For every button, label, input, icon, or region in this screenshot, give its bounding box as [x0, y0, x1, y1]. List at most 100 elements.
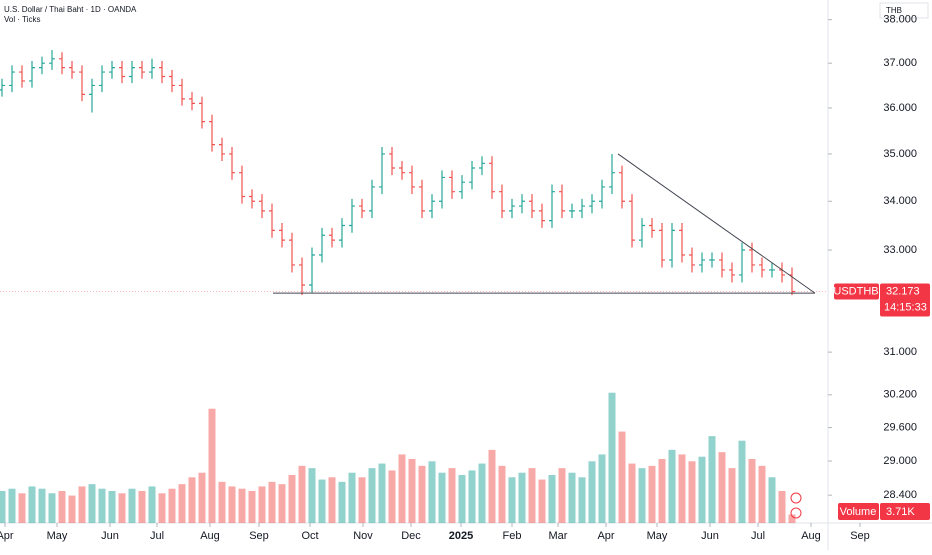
ohlc-bar [329, 227, 335, 248]
chart-title: U.S. Dollar / Thai Baht · 1D · OANDA [4, 5, 137, 14]
x-tick-label: Jun [701, 530, 719, 542]
volume-bar [168, 488, 176, 523]
x-tick-label: May [47, 530, 68, 542]
volume-bar [588, 461, 596, 523]
volume-bar [608, 392, 616, 523]
ohlc-bar [129, 60, 135, 84]
ohlc-bar [99, 65, 105, 93]
volume-bar [148, 486, 156, 523]
volume-bar [478, 463, 486, 523]
ohlc-bar [699, 252, 705, 273]
volume-bar [88, 484, 96, 523]
volume-bar [198, 472, 206, 523]
volume-bar [618, 431, 626, 523]
ohlc-bar [49, 50, 55, 70]
y-tick-label: 29.000 [883, 455, 917, 467]
y-tick-label: 36.000 [883, 102, 917, 114]
volume-bar [58, 491, 66, 523]
last-price-label: 32.173 [886, 285, 920, 297]
volume-bar [748, 459, 756, 523]
ohlc-bar [539, 203, 545, 228]
volume-bar [648, 465, 656, 523]
x-tick-label: Mar [549, 530, 568, 542]
ohlc-bar [349, 198, 355, 233]
y-tick-label: 28.400 [883, 489, 917, 501]
y-tick-label: 34.000 [883, 195, 917, 207]
volume-bar [678, 454, 686, 523]
trend-line [617, 153, 816, 294]
volume-bar [598, 454, 606, 523]
ohlc-bar [779, 262, 785, 283]
volume-bar [658, 459, 666, 523]
volume-bar [628, 463, 636, 523]
volume-bar [508, 477, 516, 523]
ohlc-bar [39, 56, 45, 75]
alert-icon[interactable] [790, 492, 802, 504]
volume-bar [418, 465, 426, 523]
ohlc-bar [599, 179, 605, 209]
ohlc-bar [29, 60, 35, 88]
volume-name: Volume [840, 506, 877, 518]
volume-bar [188, 477, 196, 523]
ohlc-bar [249, 189, 255, 209]
volume-bar [248, 491, 256, 523]
y-tick-label: 37.000 [883, 57, 917, 69]
volume-bar [728, 468, 736, 523]
ohlc-bar [179, 78, 185, 106]
volume-bar [178, 484, 186, 523]
events-icon[interactable] [790, 507, 802, 519]
volume-bar [398, 454, 406, 523]
ohlc-bar [419, 179, 425, 219]
ohlc-bar [589, 194, 595, 214]
volume-bar [218, 481, 226, 523]
ohlc-bar [399, 160, 405, 180]
volume-bar [358, 477, 366, 523]
ohlc-bar [159, 60, 165, 84]
x-tick-label: Feb [503, 530, 522, 542]
ohlc-bar [459, 175, 465, 199]
volume-name-box [838, 503, 879, 520]
x-tick-label: 2025 [449, 530, 473, 542]
ohlc-bar [229, 146, 235, 180]
volume-bar [538, 479, 546, 523]
ohlc-bar [619, 165, 625, 209]
ohlc-bar [219, 137, 225, 161]
ohlc-bar [9, 65, 15, 93]
volume-bar [348, 472, 356, 523]
volume-bar [258, 486, 266, 523]
volume-bar [548, 475, 556, 523]
volume-bar [768, 477, 776, 523]
volume-bar [208, 408, 216, 523]
volume-bar [98, 488, 106, 523]
ohlc-bar [59, 52, 65, 75]
ohlc-bar [149, 58, 155, 79]
ohlc-bar [669, 223, 675, 268]
ohlc-bar [769, 262, 775, 278]
volume-bar [758, 465, 766, 523]
volume-bar [288, 475, 296, 523]
ohlc-bar [89, 78, 95, 113]
volume-bar [368, 468, 376, 523]
x-tick-label: Nov [353, 530, 373, 542]
ohlc-bar [679, 223, 685, 263]
volume-bar [668, 449, 676, 523]
ohlc-bar [759, 257, 765, 278]
ohlc-bar [239, 165, 245, 204]
y-tick-label: 29.600 [883, 421, 917, 433]
volume-bar [558, 468, 566, 523]
ohlc-bar [489, 156, 495, 199]
x-tick-label: May [647, 530, 668, 542]
volume-bar [338, 481, 346, 523]
ohlc-bar [409, 165, 415, 195]
ohlc-bar [189, 92, 195, 111]
ohlc-bar [649, 218, 655, 238]
ohlc-bar [279, 223, 285, 248]
ohlc-bar [659, 223, 665, 268]
ohlc-bar [579, 198, 585, 219]
x-tick-label: Apr [597, 530, 614, 542]
volume-bar [788, 514, 796, 523]
currency-box[interactable] [879, 2, 929, 19]
y-tick-label: 38.000 [883, 14, 917, 26]
volume-bar [448, 468, 456, 523]
